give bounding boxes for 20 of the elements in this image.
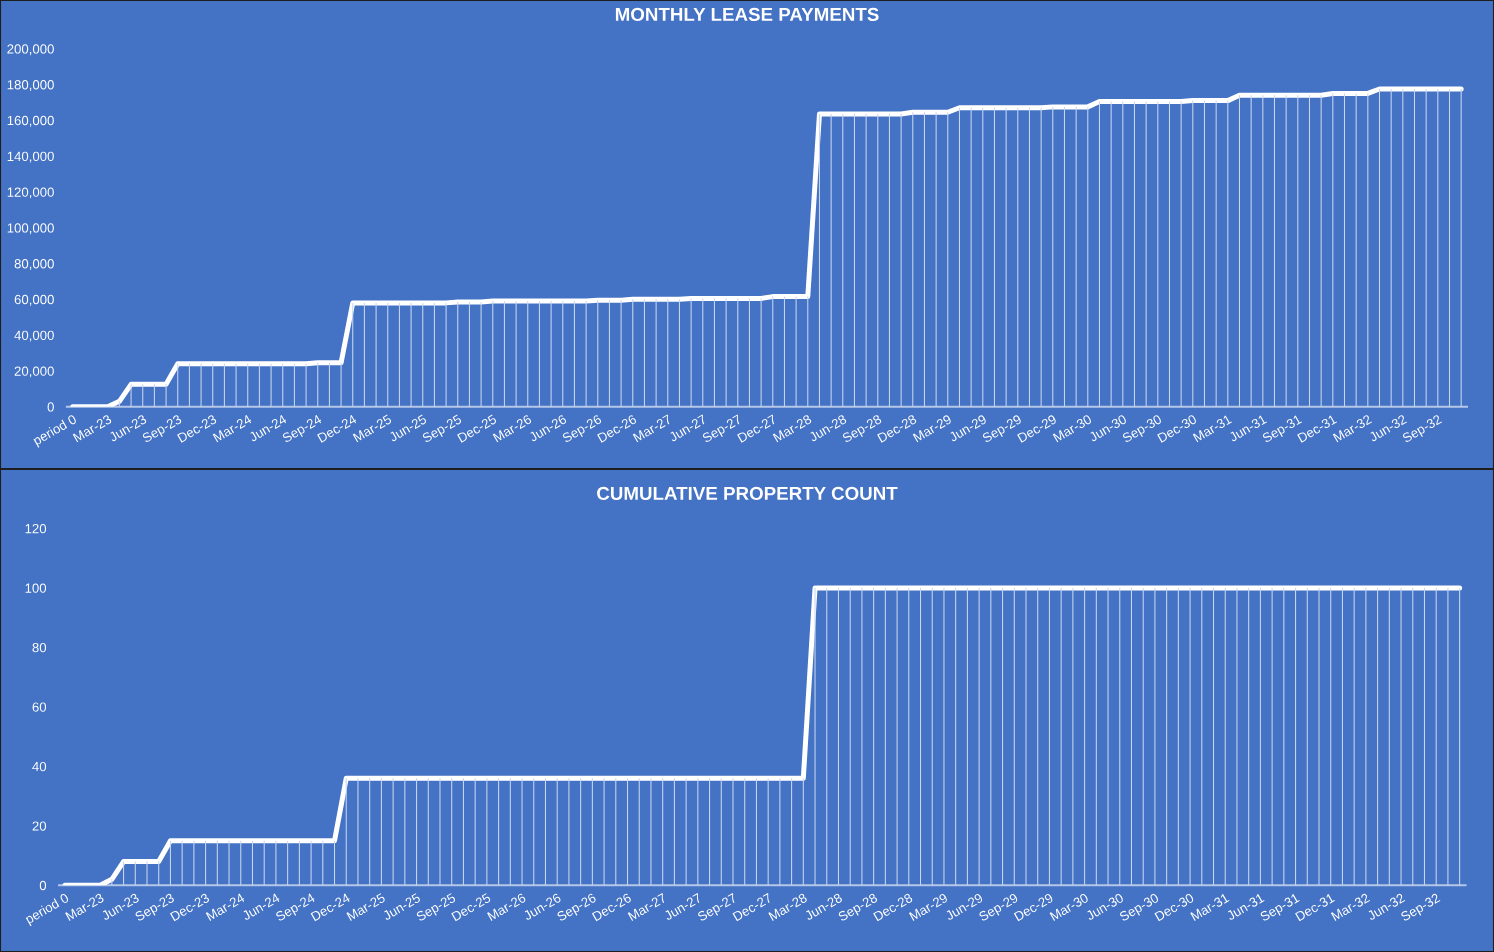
y-tick-label: 40,000 — [14, 330, 54, 342]
y-tick-label: 0 — [47, 402, 54, 412]
y-tick-label: 60,000 — [14, 294, 54, 306]
y-tick-label: 80,000 — [14, 259, 54, 270]
y-tick-label: 140,000 — [7, 151, 54, 163]
y-tick-label: 20,000 — [14, 366, 54, 378]
y-tick-label: 20 — [32, 821, 47, 831]
y-tick-label: 40 — [32, 761, 47, 772]
y-tick-label: 60 — [32, 702, 47, 712]
y-tick-label: 200,000 — [7, 44, 54, 56]
y-tick-label: 120,000 — [7, 187, 54, 199]
y-tick-label: 0 — [39, 880, 47, 891]
y-tick-label: 100,000 — [7, 223, 54, 235]
y-tick-label: 80 — [32, 642, 47, 653]
chart-title: MONTHLY LEASE PAYMENTS — [615, 7, 879, 22]
y-tick-label: 100 — [25, 583, 47, 593]
chart-title: CUMULATIVE PROPERTY COUNT — [597, 486, 898, 501]
y-tick-label: 180,000 — [7, 80, 54, 91]
y-tick-label: 160,000 — [7, 115, 54, 127]
y-tick-label: 120 — [25, 523, 47, 534]
